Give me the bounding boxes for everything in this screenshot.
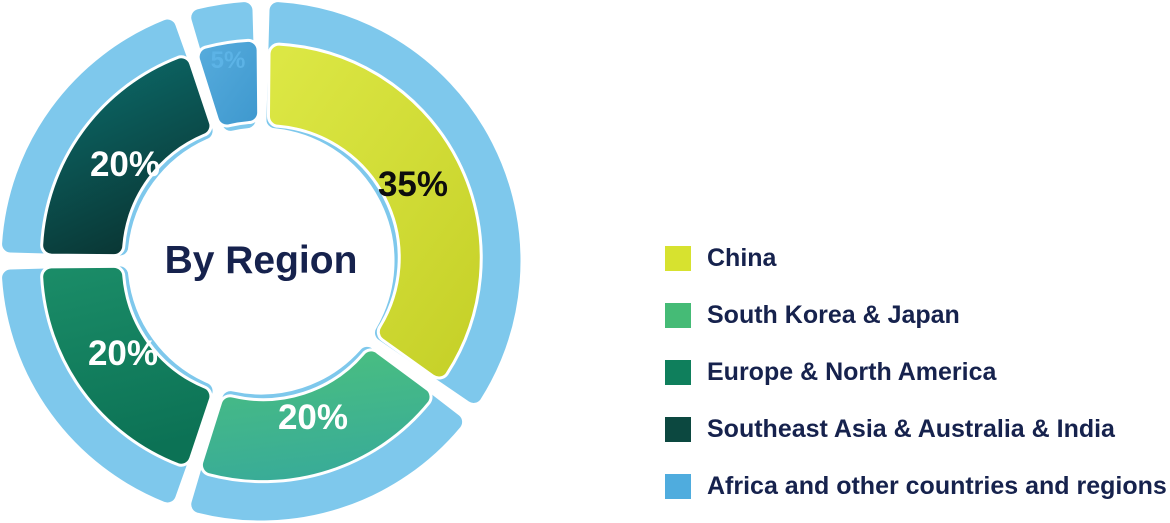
svg-text:5%: 5% bbox=[211, 47, 246, 74]
svg-text:20%: 20% bbox=[278, 398, 348, 437]
svg-text:20%: 20% bbox=[90, 145, 160, 184]
svg-text:20%: 20% bbox=[88, 334, 158, 373]
svg-text:By Region: By Region bbox=[165, 239, 358, 282]
svg-text:35%: 35% bbox=[378, 165, 448, 204]
